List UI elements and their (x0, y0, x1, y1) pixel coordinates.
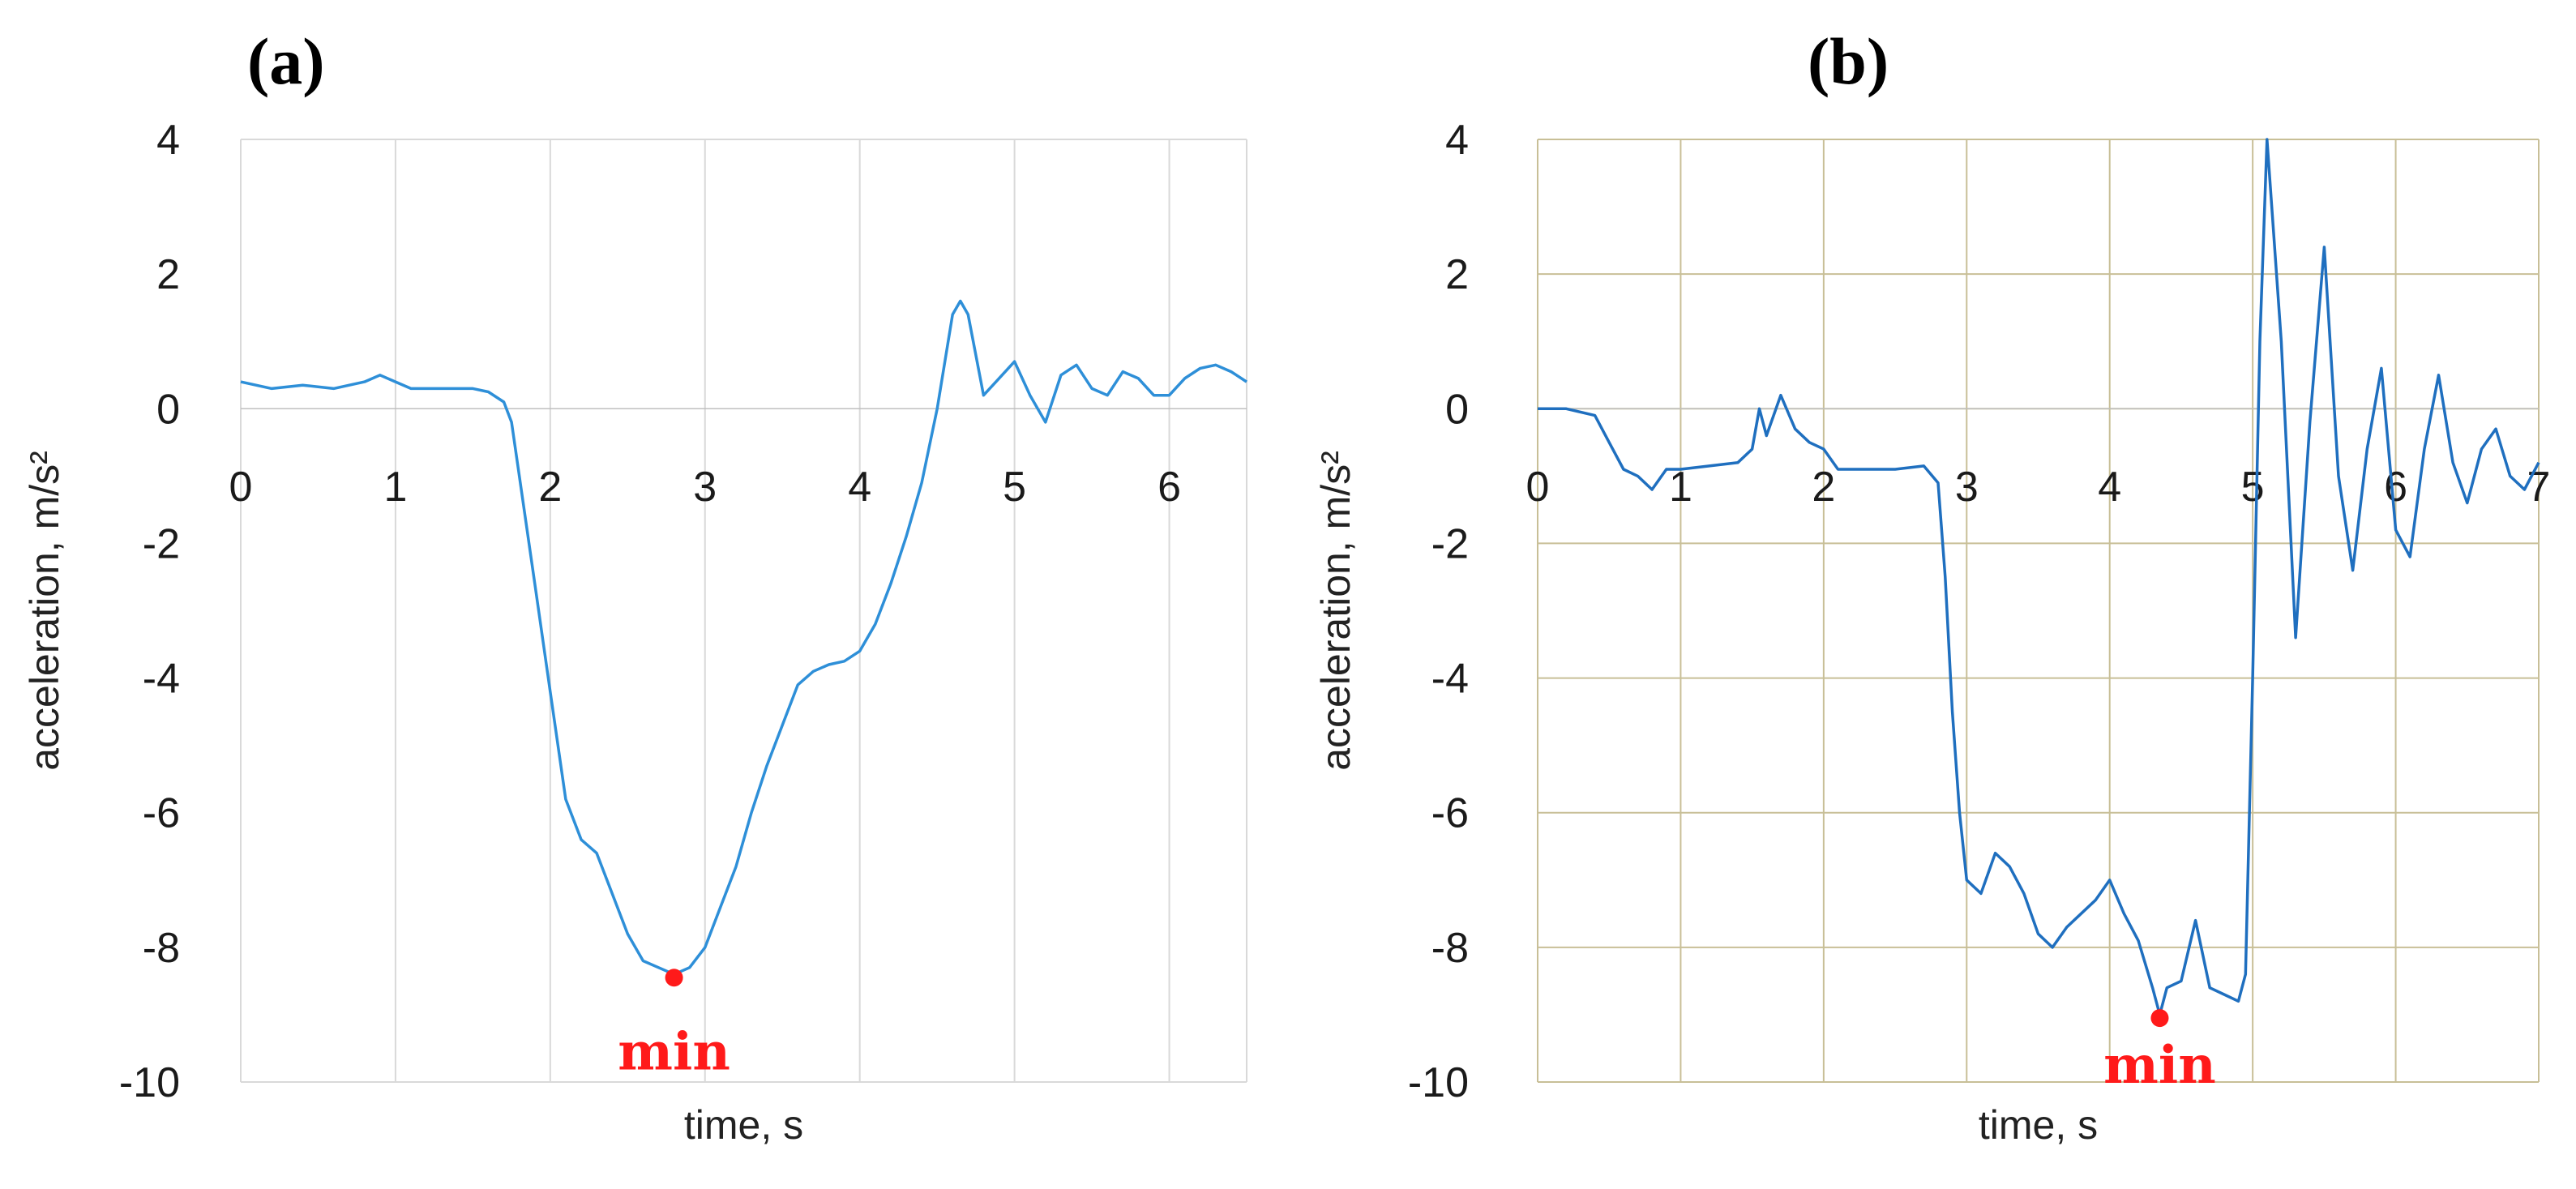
y-tick-label: -4 (1431, 656, 1469, 703)
y-tick-label: -10 (1408, 1059, 1469, 1106)
x-tick-label: 6 (2384, 464, 2407, 511)
series-line (240, 299, 1247, 976)
y-tick-label: 4 (1445, 117, 1469, 164)
y-tick-label: 0 (1445, 386, 1469, 433)
panel-b-label: (b) (1808, 24, 1889, 98)
x-tick-label: 2 (538, 464, 562, 511)
y-tick-label: -6 (1431, 790, 1469, 837)
series-line (1538, 138, 2540, 1016)
min-marker (2150, 1009, 2169, 1028)
y-tick-label: -2 (143, 520, 180, 567)
panel-b: (b) 4 2 0 -2 -4 -6 -8 -10 0 1 2 3 4 5 6 7 time, s acceler… (1313, 24, 2550, 1148)
x-tick-label: 2 (1812, 464, 1835, 511)
panel-a: (a) 4 2 0 -2 -4 -6 -8 -10 0 1 2 3 4 5 6 time, s accelera… (22, 24, 1247, 1148)
y-axis-title: acceleration, m/s² (1313, 451, 1359, 771)
y-tick-label: -8 (1431, 925, 1469, 972)
y-tick-label: -4 (143, 656, 180, 703)
min-annotation: min (618, 1022, 730, 1083)
y-tick-label: 0 (156, 386, 180, 433)
y-tick-label: -10 (119, 1059, 180, 1106)
x-axis-title: time, s (1979, 1102, 2098, 1148)
y-tick-label: -6 (143, 790, 180, 837)
x-tick-label: 4 (848, 464, 871, 511)
y-tick-label: 2 (156, 251, 180, 298)
x-tick-label: 0 (1526, 464, 1550, 511)
x-tick-label: 0 (229, 464, 253, 511)
x-tick-label: 5 (1003, 464, 1026, 511)
y-tick-label: -2 (1431, 520, 1469, 567)
y-tick-label: -8 (143, 925, 180, 972)
y-tick-label: 2 (1445, 251, 1469, 298)
x-tick-label: 6 (1157, 464, 1181, 511)
x-tick-label: 1 (1669, 464, 1692, 511)
x-tick-label: 3 (1955, 464, 1979, 511)
panel-a-label: (a) (247, 24, 325, 98)
x-tick-label: 1 (383, 464, 407, 511)
x-tick-label: 5 (2241, 464, 2265, 511)
x-tick-label: 7 (2527, 464, 2551, 511)
x-tick-label: 4 (2098, 464, 2121, 511)
y-tick-label: 4 (156, 117, 180, 164)
x-tick-label: 3 (693, 464, 717, 511)
min-annotation: min (2103, 1035, 2216, 1096)
min-marker (665, 969, 683, 987)
x-axis-title: time, s (684, 1102, 803, 1148)
y-axis-title: acceleration, m/s² (22, 451, 67, 771)
